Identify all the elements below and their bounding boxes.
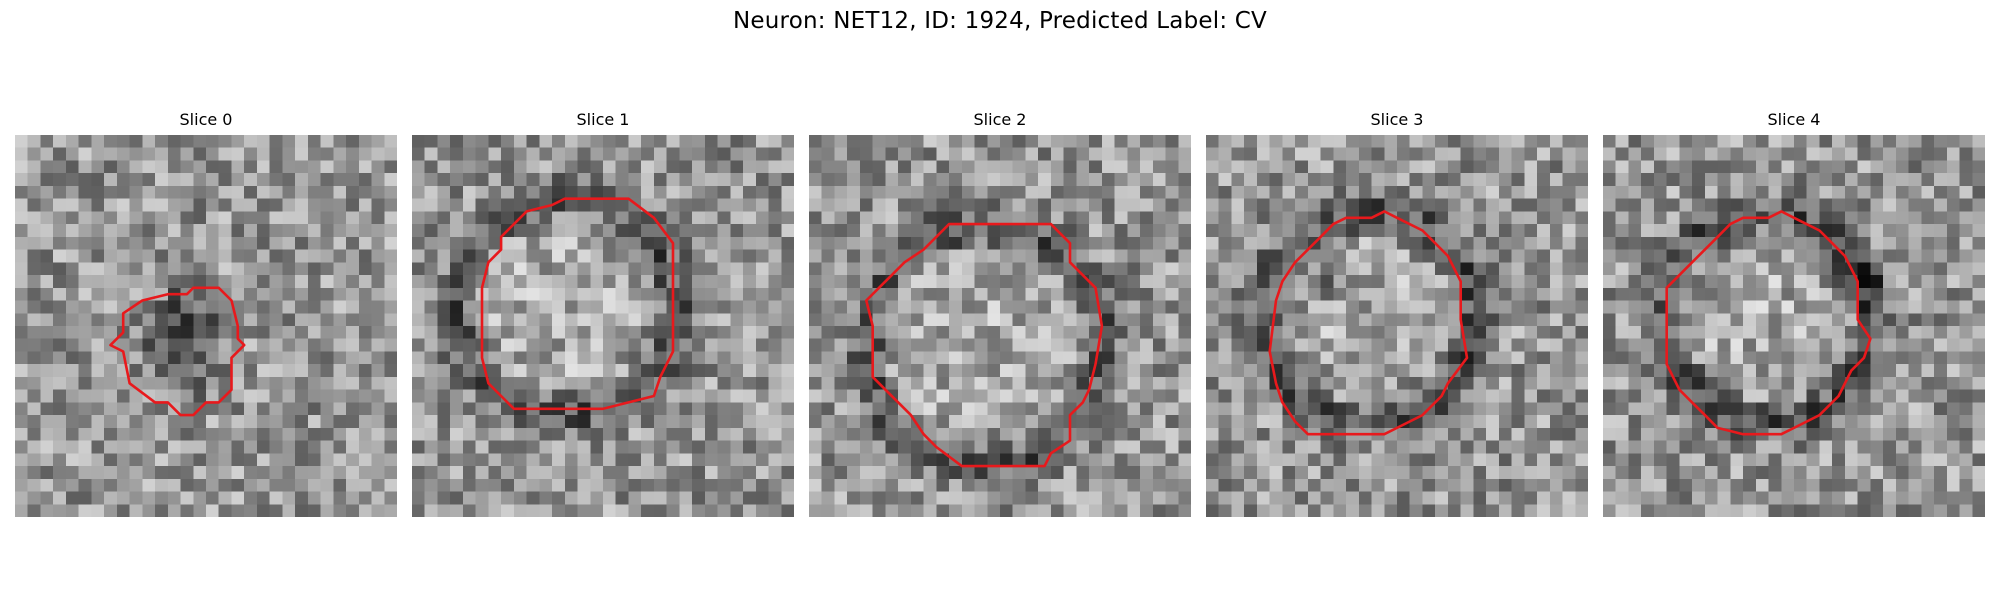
roi-contour xyxy=(1665,210,1872,436)
roi-overlay xyxy=(1665,210,1872,436)
microscopy-slice-image xyxy=(412,135,794,517)
slice-texture xyxy=(1206,135,1588,517)
microscopy-slice-image xyxy=(809,135,1191,517)
microscopy-slice-image xyxy=(1206,135,1588,517)
slice-panel: Slice 2 xyxy=(809,108,1191,517)
roi-overlay xyxy=(864,222,1104,468)
roi-overlay xyxy=(1268,210,1469,436)
roi-overlay xyxy=(109,286,246,417)
slice-panel: Slice 3 xyxy=(1206,108,1588,517)
roi-contour xyxy=(864,222,1104,468)
panel-title: Slice 3 xyxy=(1370,110,1424,129)
panel-title: Slice 2 xyxy=(973,110,1027,129)
slice-texture xyxy=(15,135,397,517)
panel-title: Slice 4 xyxy=(1767,110,1821,129)
roi-contour xyxy=(109,286,246,417)
roi-contour xyxy=(480,197,675,411)
slice-panel: Slice 1 xyxy=(412,108,794,517)
slice-panel: Slice 4 xyxy=(1603,108,1985,517)
roi-overlay xyxy=(480,197,675,411)
panel-title: Slice 0 xyxy=(179,110,233,129)
microscopy-slice-image xyxy=(15,135,397,517)
roi-contour xyxy=(1268,210,1469,436)
slice-panel: Slice 0 xyxy=(15,108,397,517)
panel-title: Slice 1 xyxy=(576,110,630,129)
figure-title: Neuron: NET12, ID: 1924, Predicted Label… xyxy=(733,8,1267,34)
microscopy-slice-image xyxy=(1603,135,1985,517)
